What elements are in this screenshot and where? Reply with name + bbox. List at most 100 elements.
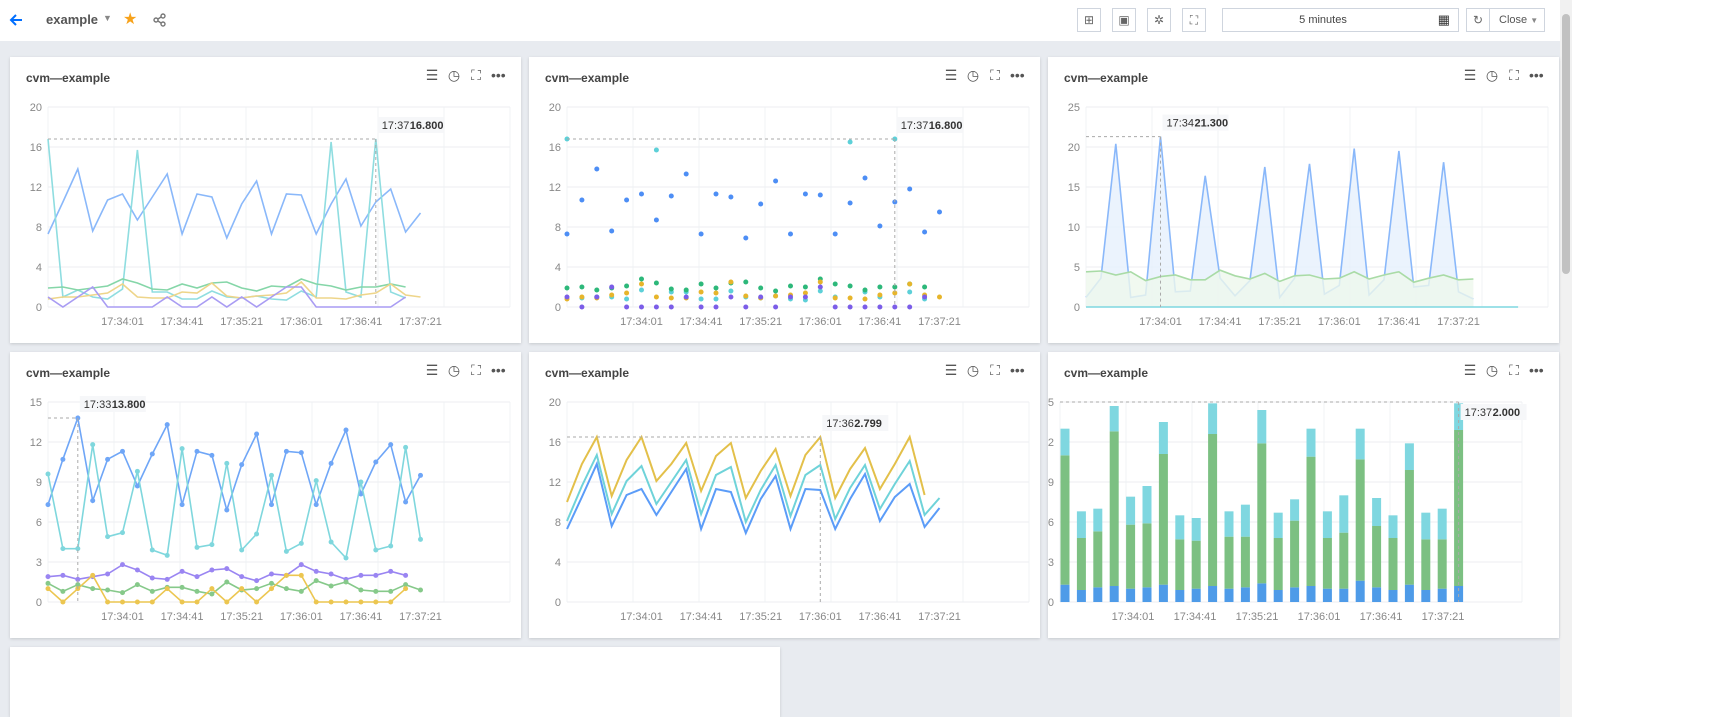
more-ellipsis-icon[interactable]: ••• bbox=[1529, 362, 1544, 378]
settings-icon: ✲ bbox=[1153, 13, 1165, 27]
series-area bbox=[1086, 270, 1474, 307]
bar-segment bbox=[1257, 443, 1267, 584]
series-marker bbox=[45, 471, 51, 477]
y-tick-label: 5 bbox=[1074, 262, 1080, 274]
fullscreen-icon[interactable]: ⛶ bbox=[990, 67, 1000, 83]
chart-svg: 0 3 6 9 12 15 17:34:01 17:34:41 17:35:21 17:36:01… bbox=[1048, 397, 1527, 623]
fullscreen-icon[interactable]: ⛶ bbox=[471, 67, 481, 83]
legend-list-icon[interactable]: ☰ bbox=[1463, 362, 1477, 378]
series-marker bbox=[373, 572, 379, 578]
chart-panel: cvm—example ☰ ◷ ⛶ ••• 0 4 8 12 16 20 17:34:01 17:34… bbox=[529, 352, 1040, 638]
settings-button[interactable]: ✲ bbox=[1147, 8, 1171, 32]
dashboard-panel-partial bbox=[10, 647, 780, 717]
fullscreen-icon[interactable]: ⛶ bbox=[471, 362, 481, 378]
tooltip: 17:34 21.300 bbox=[1162, 114, 1229, 131]
tooltip-value: 21.300 bbox=[1195, 118, 1229, 130]
y-tick-label: 10 bbox=[1068, 222, 1080, 234]
bar-segment bbox=[1158, 454, 1168, 585]
series-marker bbox=[149, 599, 155, 605]
series-marker bbox=[149, 547, 155, 553]
share-icon[interactable] bbox=[153, 13, 167, 27]
refresh-interval-value: Close bbox=[1499, 14, 1528, 26]
series-marker bbox=[149, 451, 155, 457]
star-icon[interactable]: ★ bbox=[123, 11, 138, 28]
tooltip-time: 17:33 bbox=[84, 399, 112, 411]
series-marker bbox=[179, 502, 185, 508]
refresh-interval-select[interactable]: Close ▼ bbox=[1489, 8, 1545, 32]
series-marker bbox=[60, 546, 66, 552]
bar-segment bbox=[1191, 588, 1201, 602]
series-marker bbox=[209, 586, 215, 592]
scatter-point bbox=[773, 178, 779, 184]
caret-down-icon[interactable]: ▼ bbox=[103, 13, 112, 23]
scatter-point bbox=[847, 200, 853, 206]
scatter-point bbox=[832, 281, 838, 287]
bar-segment bbox=[1175, 515, 1185, 540]
scatter-point bbox=[639, 276, 644, 282]
refresh-button[interactable]: ↻ bbox=[1466, 8, 1490, 32]
x-tick-label: 17:37:21 bbox=[918, 316, 961, 328]
series-marker bbox=[269, 586, 274, 592]
bar-segment bbox=[1355, 459, 1365, 581]
chart-svg: 0 4 8 12 16 20 17:34:01 17:34:41 17:35:21 17:36:0… bbox=[549, 397, 1030, 623]
scatter-point bbox=[937, 294, 942, 300]
series-marker bbox=[239, 586, 245, 592]
series-marker bbox=[120, 599, 125, 605]
y-tick-label: 9 bbox=[1048, 477, 1054, 489]
legend-list-icon[interactable]: ☰ bbox=[425, 67, 439, 83]
scatter-point bbox=[698, 281, 704, 287]
time-range-picker[interactable]: 5 minutes ▦ bbox=[1222, 8, 1459, 32]
bar-segment bbox=[1126, 588, 1136, 602]
clock-icon[interactable]: ◷ bbox=[447, 67, 461, 83]
more-ellipsis-icon[interactable]: ••• bbox=[1010, 67, 1025, 83]
series-marker bbox=[60, 456, 66, 462]
legend-list-icon[interactable]: ☰ bbox=[425, 362, 439, 378]
dashboard-title[interactable]: example bbox=[46, 12, 99, 27]
more-ellipsis-icon[interactable]: ••• bbox=[491, 67, 506, 83]
series-marker bbox=[269, 571, 274, 577]
legend-list-icon[interactable]: ☰ bbox=[1463, 67, 1477, 83]
series-marker bbox=[194, 574, 200, 580]
x-tick-label: 17:36:41 bbox=[1360, 611, 1403, 623]
legend-list-icon[interactable]: ☰ bbox=[944, 362, 958, 378]
more-ellipsis-icon[interactable]: ••• bbox=[491, 362, 506, 378]
y-tick-label: 3 bbox=[1048, 557, 1054, 569]
add-panel-button[interactable]: ⊞ bbox=[1077, 8, 1101, 32]
legend-list-icon[interactable]: ☰ bbox=[944, 67, 958, 83]
more-ellipsis-icon[interactable]: ••• bbox=[1010, 362, 1025, 378]
scrollbar-thumb[interactable] bbox=[1562, 14, 1570, 274]
bar-segment bbox=[1421, 512, 1431, 540]
series-marker bbox=[343, 427, 349, 433]
series-marker bbox=[105, 456, 111, 462]
y-tick-label: 15 bbox=[1048, 397, 1054, 409]
more-ellipsis-icon[interactable]: ••• bbox=[1529, 67, 1544, 83]
chart-panel: cvm—example ☰ ◷ ⛶ ••• 0 4 8 12 16 20 17:34:01 17:34… bbox=[529, 57, 1040, 343]
series-marker bbox=[358, 491, 364, 497]
scatter-point bbox=[877, 223, 883, 229]
bar-segment bbox=[1404, 443, 1414, 470]
fullscreen-icon[interactable]: ⛶ bbox=[1509, 362, 1519, 378]
panel-title: cvm—example bbox=[545, 71, 630, 85]
back-arrow-icon[interactable] bbox=[8, 12, 24, 28]
clock-icon[interactable]: ◷ bbox=[1485, 362, 1499, 378]
scatter-point bbox=[653, 280, 659, 286]
x-tick-label: 17:36:41 bbox=[339, 316, 382, 328]
series-marker bbox=[179, 568, 185, 574]
clock-icon[interactable]: ◷ bbox=[966, 362, 980, 378]
clock-icon[interactable]: ◷ bbox=[447, 362, 461, 378]
scrollbar[interactable] bbox=[1560, 0, 1572, 717]
fullscreen-icon[interactable]: ⛶ bbox=[990, 362, 1000, 378]
save-button[interactable]: ▣ bbox=[1112, 8, 1136, 32]
series-marker bbox=[105, 587, 111, 593]
scatter-point bbox=[579, 197, 585, 203]
clock-icon[interactable]: ◷ bbox=[966, 67, 980, 83]
clock-icon[interactable]: ◷ bbox=[1485, 67, 1499, 83]
tooltip: 17:33 13.800 bbox=[79, 396, 146, 412]
bar-segment bbox=[1240, 587, 1250, 602]
bar-segment bbox=[1060, 455, 1070, 585]
fullscreen-button[interactable]: ⛶ bbox=[1182, 8, 1206, 32]
bar-segment bbox=[1208, 403, 1218, 434]
series-marker bbox=[194, 544, 200, 550]
x-tick-label: 17:36:01 bbox=[1298, 611, 1341, 623]
fullscreen-icon[interactable]: ⛶ bbox=[1509, 67, 1519, 83]
